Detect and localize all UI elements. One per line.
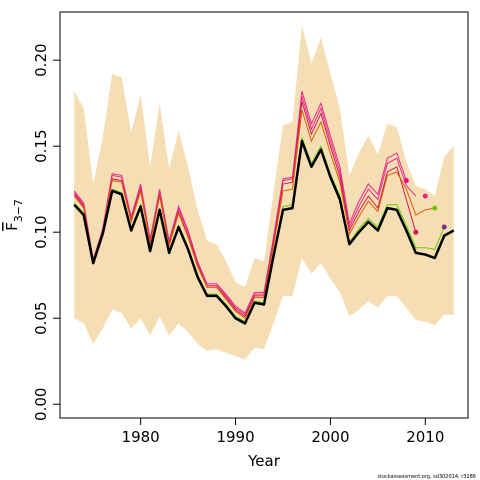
credit-text: stockassessment.org, sd302014, r3286 (377, 474, 476, 480)
x-tick-label-2000: 2000 (311, 428, 349, 446)
y-axis-title: F3−7 (3, 199, 25, 231)
plot-frame (59, 11, 469, 419)
x-axis-title: Year (247, 452, 281, 470)
y-tick-label-1: 0.05 (32, 302, 50, 335)
svg-text:F3−7: F3−7 (3, 199, 25, 231)
endpoint-marker-3 (403, 178, 409, 184)
y-axis-title-main: F (3, 222, 21, 231)
endpoint-marker-2 (422, 193, 428, 199)
y-axis-title-subscript: 3−7 (12, 199, 25, 222)
endpoint-marker-1 (413, 229, 419, 235)
confidence-band (74, 25, 454, 360)
endpoint-marker-5 (441, 224, 447, 230)
x-tick-label-2010: 2010 (406, 428, 444, 446)
series-line-peel-4 (73, 109, 435, 319)
x-axis: 1980 1990 2000 2010 (122, 418, 444, 446)
x-tick-label-1990: 1990 (216, 428, 254, 446)
y-tick-label-4: 0.20 (32, 43, 50, 76)
series-line-main (73, 139, 455, 325)
y-tick-label-3: 0.15 (32, 129, 50, 162)
x-tick-label-1980: 1980 (122, 428, 160, 446)
y-tick-label-2: 0.10 (32, 215, 50, 248)
y-axis: 0.00 0.05 0.10 0.15 0.20 (32, 43, 60, 421)
y-tick-label-0: 0.00 (32, 388, 50, 421)
plot-area (73, 25, 455, 360)
endpoint-marker-4 (432, 205, 438, 211)
